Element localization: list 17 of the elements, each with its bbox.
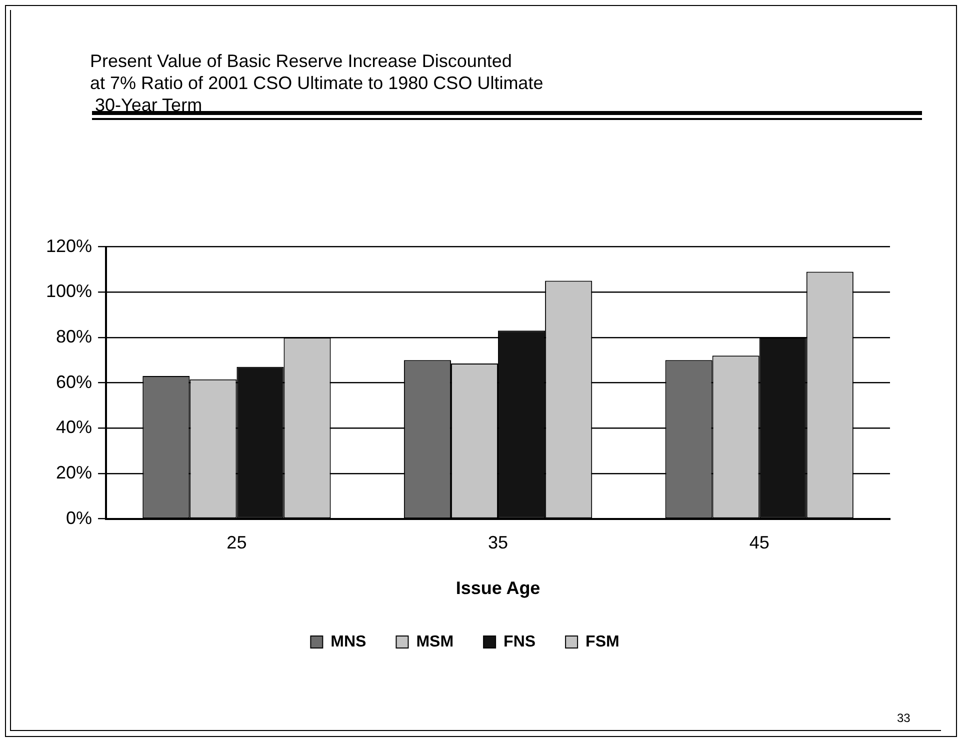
y-tick-label: 60%	[56, 372, 92, 392]
text: 33	[897, 711, 910, 725]
y-tick-label: 120%	[46, 236, 92, 256]
y-tick-label: 80%	[56, 326, 92, 346]
x-tick-label: 35	[488, 532, 508, 553]
y-tick-label: 40%	[56, 417, 92, 438]
legend-label: FNS	[504, 633, 536, 650]
y-tick-label: 0%	[66, 508, 92, 528]
y-tick-label: 20%	[56, 462, 92, 482]
x-tick-label: 45	[749, 532, 770, 553]
legend-label: MSM	[416, 633, 454, 650]
x-tick-label: 25	[226, 532, 247, 553]
legend-label: MNS	[330, 633, 367, 650]
x-axis-title: Issue Age	[456, 578, 540, 598]
chart-title: Present Value of Basic Reserve Increase Discounted at 7% Ratio of 2001 CSO Ultimate to 1980 CSO Ultimate 30-Year Term	[90, 50, 544, 116]
legend-label: FSM	[586, 633, 620, 650]
y-tick-label: 100%	[46, 281, 92, 302]
